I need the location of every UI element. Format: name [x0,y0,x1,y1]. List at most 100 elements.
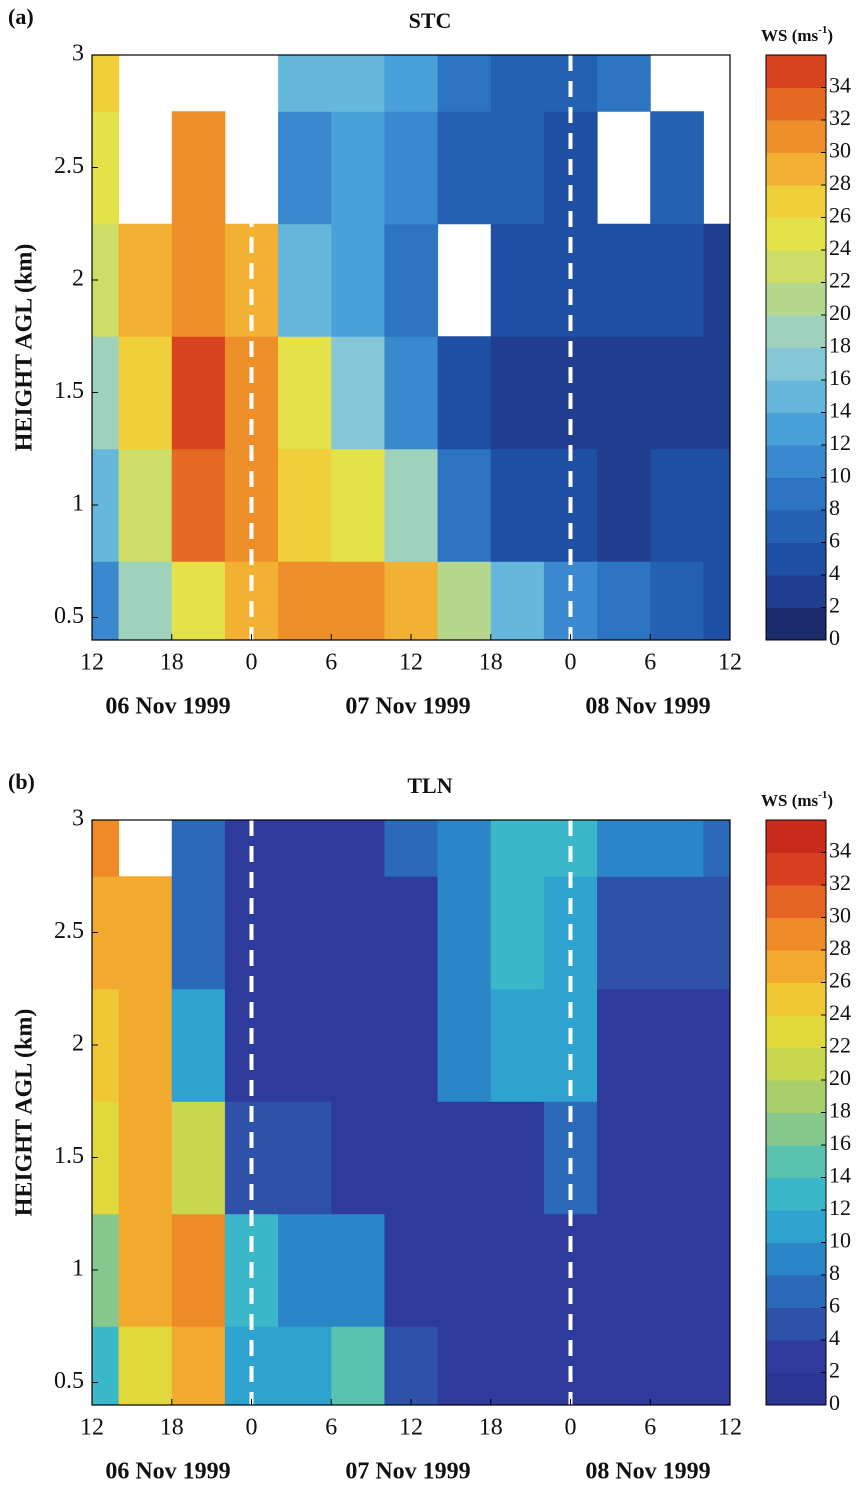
date-label: 07 Nov 1999 [345,694,470,720]
heat-cell [490,561,545,640]
y-tick-label: 1 [72,1256,84,1282]
heat-cell [437,1213,492,1327]
heat-cell [384,1101,439,1215]
heat-cell [171,561,226,640]
y-tick-label: 0.5 [54,603,84,629]
colorbar-tick-label: 34 [829,838,851,863]
heat-cell [597,988,651,1102]
y-axis-label: HEIGHT AGL (km) [12,244,38,452]
heat-cell [331,111,385,225]
heat-cell [437,820,492,877]
heat-cell [384,223,439,337]
x-tick-label: 6 [325,650,337,676]
x-tick-label: 12 [80,650,104,676]
plot-area [92,55,730,640]
panel-label: (b) [8,769,35,794]
colorbar-segment [766,1275,826,1308]
y-tick-label: 3 [72,41,84,67]
heat-cell [384,820,439,877]
colorbar-segment [766,185,826,218]
heat-cell [597,223,651,337]
date-label: 08 Nov 1999 [585,1459,710,1485]
colorbar-segment [766,510,826,543]
colorbar-tick-label: 0 [829,625,840,650]
heat-cell [92,55,120,112]
x-tick-label: 0 [246,1415,258,1441]
colorbar-segment [766,1015,826,1048]
colorbar-tick-label: 12 [829,430,851,455]
heat-cell [331,55,385,112]
heat-cell [118,876,173,990]
heat-cell [650,561,704,640]
heat-cell [597,820,651,877]
colorbar-segment [766,852,826,886]
heat-cell [118,448,173,562]
heat-cell [278,561,332,640]
heat-cell [118,988,173,1102]
heat-cell [490,1101,545,1215]
heat-cell [543,561,598,640]
x-tick-label: 12 [399,1415,423,1441]
colorbar-segment [766,1372,826,1406]
x-tick-label: 12 [718,650,742,676]
heat-cell [597,336,651,450]
colorbar-tick-label: 20 [829,300,851,325]
colorbar-tick-label: 32 [829,105,851,130]
heat-cell [278,223,332,337]
heat-cell [278,876,332,990]
heat-cell [384,55,439,112]
heat-cell [437,448,492,562]
colorbar-tick-label: 30 [829,903,851,928]
colorbar-tick-label: 16 [829,1130,851,1155]
colorbar-tick-label: 12 [829,1195,851,1220]
x-tick-label: 18 [479,650,503,676]
heat-cell [278,820,332,877]
x-tick-label: 18 [479,1415,503,1441]
heat-cell [171,1101,226,1215]
y-tick-label: 2.5 [54,153,84,179]
colorbar-segment [766,315,826,348]
heat-cell [703,820,730,877]
colorbar-segment [766,120,826,153]
heat-cell [703,876,730,990]
heat-cell [331,223,385,337]
colorbar-tick-label: 26 [829,203,851,228]
heat-cell [331,561,385,640]
panel-label: (a) [8,4,34,29]
colorbar-segment [766,1307,826,1341]
heat-cell [278,1101,332,1215]
colorbar-label-sup: -1 [818,24,827,36]
colorbar-tick-label: 4 [829,560,840,585]
colorbar-tick-label: 22 [829,1033,851,1058]
colorbar-label: WS (ms-1) [761,789,833,810]
y-tick-label: 3 [72,806,84,832]
heat-cell [331,1326,385,1405]
heat-cell [437,876,492,990]
colorbar-segment [766,152,826,186]
x-tick-label: 12 [80,1415,104,1441]
heat-cell [331,1101,385,1215]
colorbar-tick-label: 20 [829,1065,851,1090]
heat-cell [650,988,704,1102]
heat-cell [171,448,226,562]
heat-cell [278,336,332,450]
x-tick-label: 0 [565,1415,577,1441]
heat-cell [278,1326,332,1405]
colorbar-segment [766,1047,826,1081]
heat-cell [703,448,730,562]
heat-cell [437,111,492,225]
heat-cell [171,876,226,990]
colorbar-tick-label: 2 [829,593,840,618]
colorbar-segment [766,950,826,983]
heat-cell [703,223,730,337]
y-tick-label: 1.5 [54,1143,84,1169]
x-tick-label: 6 [644,1415,656,1441]
colorbar-tick-label: 10 [829,1228,851,1253]
heat-cell [118,1326,173,1405]
heat-cell [384,561,439,640]
y-tick-label: 0.5 [54,1368,84,1394]
y-axis-label: HEIGHT AGL (km) [12,1009,38,1217]
colorbar-segment [766,1080,826,1113]
heat-cell [597,448,651,562]
heat-cell [703,1213,730,1327]
